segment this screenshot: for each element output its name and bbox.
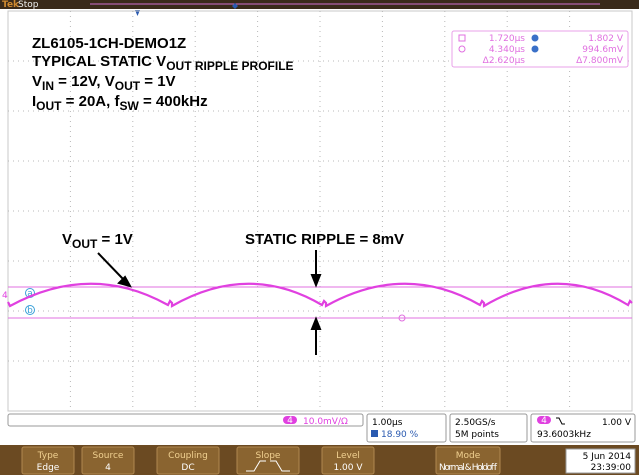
trigger-position: 18.90 % [381,430,419,440]
text: I [32,93,36,110]
menu-title: Source [93,451,124,461]
menu-value: 4 [105,463,111,473]
position-marker [232,3,238,9]
cursor-icon [458,45,466,53]
slope-icon [556,417,565,425]
vout-label: VOUT = 1V [62,231,133,251]
cursor-a-label: a [27,289,33,299]
cursor-a-value: 1.802 V [588,34,624,44]
trigger-level: 1.00 V [602,418,632,428]
text: = 1V [140,73,175,90]
menu-button [21,446,75,475]
menu-button [435,446,501,475]
channel-badge [283,416,297,424]
text: = 400kHz [139,93,208,110]
readout-frame [7,413,364,427]
menu-value: DC [181,463,194,473]
channel-number: 4 [287,416,293,426]
channel-badge [537,416,551,424]
datetime-box [565,448,636,474]
text: = 1V [97,231,132,248]
menu-value: 1.00 V [333,463,363,473]
text: = 20A, f [62,93,121,110]
text: = 12V, V [54,73,115,90]
menu-title: Slope [256,451,281,461]
menu-value: Normal & Holdoff [439,463,498,473]
cursor-readout-box [451,30,629,68]
menu-value: Edge [37,463,60,473]
cursor-a-time: 1.720µs [489,34,525,44]
subscript: OUT [72,237,98,251]
cursor-icon [458,34,466,42]
cursor-icon [531,34,539,42]
timebase: 1.00µs [372,418,403,428]
cursor-b-time: 4.340µs [489,45,525,55]
vertical-scale: 10.0mV/Ω [303,417,348,427]
sample-rate: 2.50GS/s [455,418,496,428]
subscript: OUT [36,99,62,113]
trigger-channel: 4 [541,416,547,426]
annotation-line: IOUT = 20A, fSW = 400kHz [32,93,208,113]
cursor-delta-value: Δ7.800mV [576,56,624,66]
cursor-icon [531,45,539,53]
brand: Tek [2,0,20,10]
time: 23:39:00 [591,463,632,473]
cursor-cross [398,314,406,322]
subscript: SW [119,99,139,113]
arrow [97,252,125,281]
frequency: 93.6003kHz [537,430,591,440]
subscript: OUT RIPPLE PROFILE [166,59,293,73]
menu-button [236,446,300,475]
text: TYPICAL STATIC V [32,53,166,70]
cursor-b-label: b [27,306,33,316]
cursor-b-marker [25,305,35,315]
menu-button [81,446,135,475]
annotation-title: ZL6105-1CH-DEMO1Z [32,35,186,52]
menu: Type Edge Source 4 Coupling DC Slope Level 1.00 … [21,446,501,475]
menu-button [321,446,375,475]
text: V [32,73,42,90]
channel-marker: 4 [2,291,8,301]
menu-title: Coupling [168,451,208,461]
arrow-head [310,316,322,330]
trigger-position-icon [371,430,378,437]
menu-title: Type [37,451,59,461]
text: V [62,231,72,248]
arrow-head [310,274,322,288]
acquisition-box [449,413,528,443]
trigger-box [530,413,636,443]
annotation-line: TYPICAL STATIC VOUT RIPPLE PROFILE [32,53,294,73]
ripple-label: STATIC RIPPLE = 8mV [245,231,404,248]
run-state: Stop [18,0,39,10]
slope-icons [246,460,290,472]
date: 5 Jun 2014 [583,452,632,462]
timebase-box [366,413,447,443]
annotation-line: VIN = 12V, VOUT = 1V [32,73,176,93]
arrow-head [117,275,133,288]
cursor-delta-time: Δ2.620µs [483,56,526,66]
menu-title: Mode [456,451,481,461]
menu-title: Level [336,451,360,461]
subscript: OUT [115,79,141,93]
subscript: IN [42,79,54,93]
record-length: 5M points [455,430,499,440]
waveform [7,282,633,308]
cursor-b-value: 994.6mV [582,45,624,55]
menu-button [156,446,220,475]
